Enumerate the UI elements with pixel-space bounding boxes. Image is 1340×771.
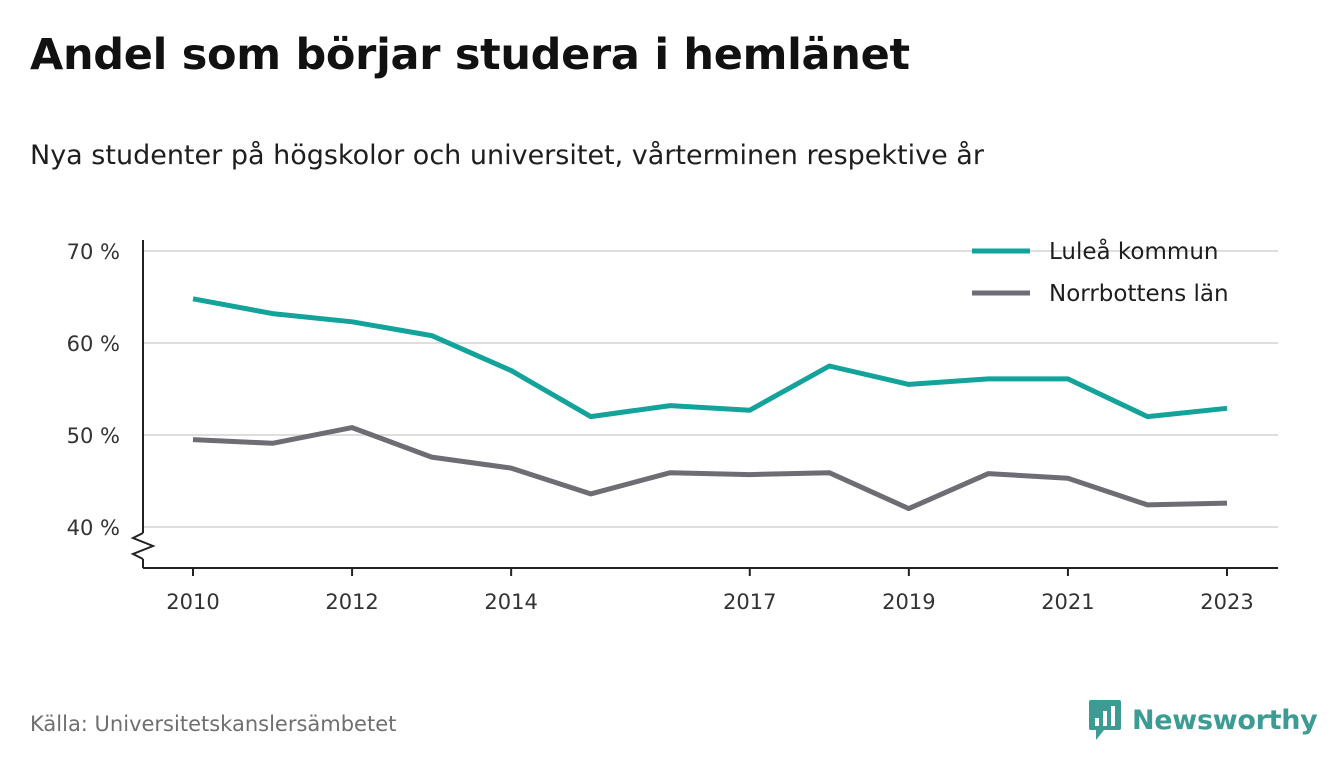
axes (130, 240, 1278, 569)
chart-subtitle: Nya studenter på högskolor och universit… (30, 140, 984, 171)
y-tick-label: 40 % (67, 516, 120, 540)
bar-chart-speech-bubble-icon (1089, 700, 1121, 740)
brand-logo[interactable]: Newsworthy (1088, 698, 1318, 742)
x-tick-label: 2010 (166, 590, 219, 614)
y-axis-ticks: 40 % 50 % 60 % 70 % (67, 240, 120, 540)
y-tick-label: 60 % (67, 332, 120, 356)
x-tick-label: 2019 (882, 590, 935, 614)
x-tick-label: 2023 (1200, 590, 1253, 614)
y-tick-label: 70 % (67, 240, 120, 264)
y-tick-label: 50 % (67, 424, 120, 448)
source-note: Källa: Universitetskanslersämbetet (30, 712, 397, 736)
brand-name: Newsworthy (1132, 704, 1318, 736)
legend: Luleå kommun Norrbottens län (972, 237, 1229, 307)
x-axis-ticks: 2010 2012 2014 2017 2019 2021 2023 (166, 568, 1254, 614)
legend-label: Luleå kommun (1049, 237, 1218, 265)
series-line-0 (192, 296, 1228, 420)
series-lines (192, 296, 1228, 512)
x-tick-label: 2014 (484, 590, 537, 614)
x-tick-label: 2021 (1041, 590, 1094, 614)
x-tick-label: 2017 (723, 590, 776, 614)
x-tick-label: 2012 (325, 590, 378, 614)
legend-label: Norrbottens län (1049, 281, 1229, 307)
grid-lines (143, 250, 1278, 528)
chart-title: Andel som börjar studera i hemlänet (30, 30, 910, 80)
series-line-1 (192, 425, 1228, 512)
y-axis-break-icon (130, 532, 156, 560)
